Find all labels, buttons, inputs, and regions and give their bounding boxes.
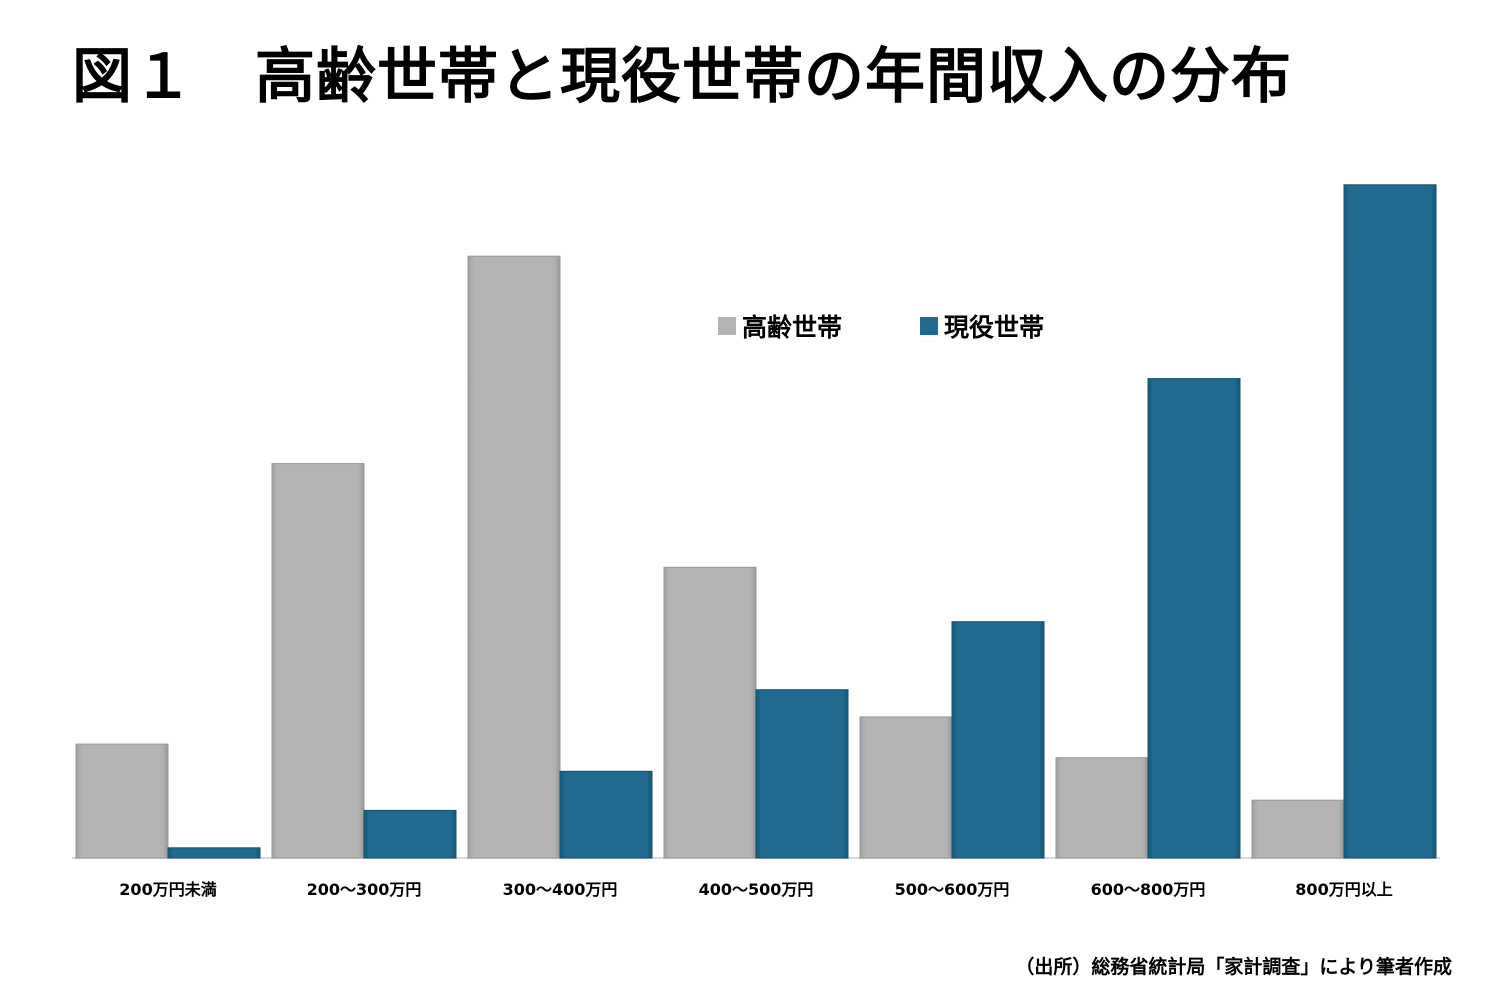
- bar-elderly-4: [859, 716, 953, 859]
- x-tick-label: 500～600万円: [895, 880, 1010, 899]
- bar-elderly-1: [271, 463, 365, 859]
- source-note: （出所）総務省統計局「家計調査」により筆者作成: [1015, 956, 1452, 978]
- bar-active-3: [755, 689, 849, 859]
- x-tick-label: 800万円以上: [1295, 880, 1392, 899]
- bar-elderly-5: [1055, 757, 1149, 859]
- bar-elderly-0: [75, 743, 169, 859]
- x-tick-label: 200～300万円: [307, 880, 422, 899]
- bar-active-4: [951, 621, 1045, 859]
- legend-swatch-active: [920, 317, 938, 335]
- bar-active-2: [559, 770, 653, 859]
- bar-active-1: [363, 809, 457, 859]
- chart-title: 図１ 高齢世帯と現役世帯の年間収入の分布: [72, 42, 1292, 112]
- legend-swatch-elderly: [718, 317, 736, 335]
- x-tick-label: 200万円未満: [119, 880, 216, 899]
- legend-label-elderly: 高齢世帯: [742, 313, 843, 342]
- bar-elderly-2: [467, 255, 561, 859]
- bar-active-5: [1147, 378, 1241, 859]
- bar-active-0: [167, 847, 261, 859]
- legend-item-elderly: 高齢世帯: [718, 308, 842, 344]
- bar-active-6: [1343, 184, 1437, 859]
- x-tick-label: 600～800万円: [1091, 880, 1206, 899]
- legend-label-active: 現役世帯: [944, 313, 1045, 342]
- bar-elderly-3: [663, 566, 757, 859]
- x-tick-label: 400～500万円: [699, 880, 814, 899]
- legend-item-active: 現役世帯: [920, 308, 1044, 344]
- bar-elderly-6: [1251, 799, 1345, 859]
- x-tick-label: 300～400万円: [503, 880, 618, 899]
